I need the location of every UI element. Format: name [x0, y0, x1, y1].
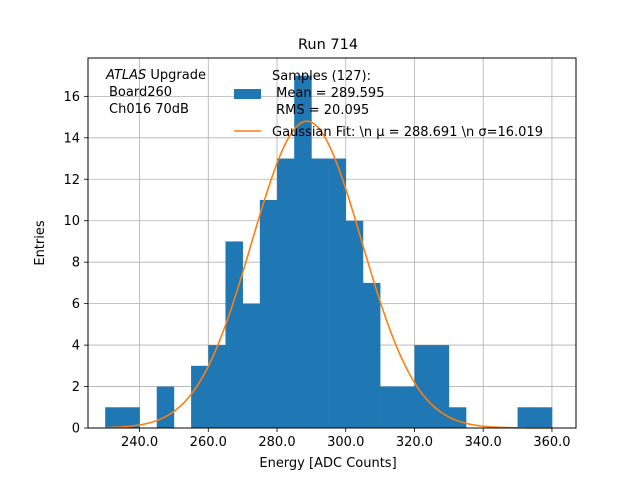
y-tick-label: 10: [63, 214, 80, 229]
histogram-bar: [414, 345, 432, 428]
histogram-bar: [517, 407, 536, 428]
legend-samples-line-3: RMS = 20.095: [272, 103, 369, 118]
histogram-bar: [225, 241, 243, 428]
fit-curve-layer: [105, 120, 552, 429]
histogram-bar: [328, 158, 347, 428]
histogram-bar: [311, 158, 329, 428]
histogram-bar: [156, 386, 175, 428]
histogram-bar: [208, 345, 226, 428]
histogram-bar: [345, 220, 364, 428]
x-tick-label: 260.0: [190, 435, 227, 450]
gaussian-fit-curve: [105, 120, 552, 429]
annotation-line-2: Board260: [109, 85, 172, 100]
upgrade-label: Upgrade: [146, 68, 206, 83]
x-tick-label: 340.0: [465, 435, 502, 450]
histogram-bar: [362, 282, 381, 428]
histogram-bar: [277, 158, 295, 428]
histogram-bar: [380, 386, 398, 428]
y-tick-label: 2: [72, 380, 80, 395]
histogram-bar: [294, 75, 312, 428]
annotation-line-3: Ch016 70dB: [109, 102, 189, 117]
y-tick-label: 0: [72, 422, 80, 437]
legend-samples-line-2: Mean = 289.595: [272, 86, 384, 101]
y-axis-label: Entries: [33, 220, 48, 266]
y-tick-label: 4: [72, 339, 80, 354]
atlas-label: ATLAS: [105, 68, 146, 83]
x-tick-label: 240.0: [121, 435, 158, 450]
y-tick-label: 14: [63, 131, 80, 146]
histogram-bar: [534, 407, 553, 428]
y-tick-label: 8: [72, 256, 80, 271]
legend: Samples (127): Mean = 289.595 RMS = 20.0…: [234, 69, 543, 140]
y-tick-label: 16: [63, 90, 80, 105]
x-axis-label: Energy [ADC Counts]: [259, 456, 396, 471]
x-tick-label: 300.0: [327, 435, 364, 450]
y-tick-label: 12: [63, 173, 80, 188]
histogram-bars: [105, 75, 553, 428]
annotation-line-1: ATLAS Upgrade: [105, 68, 206, 83]
legend-fit-label: Gaussian Fit: \n μ = 288.691 \n σ=16.019: [272, 125, 543, 140]
chart-title: Run 714: [298, 37, 358, 53]
histogram-bar: [259, 199, 278, 428]
histogram-bar: [431, 345, 450, 428]
legend-samples-swatch: [234, 89, 261, 99]
plot-frame: [87, 57, 577, 429]
y-tick-label: 6: [72, 297, 80, 312]
x-tick-label: 280.0: [258, 435, 295, 450]
histogram-bar: [122, 407, 140, 428]
histogram-bar: [397, 386, 415, 428]
atlas-annotation: ATLAS Upgrade Board260 Ch016 70dB: [105, 68, 206, 117]
histogram-bar: [105, 407, 123, 428]
x-tick-label: 360.0: [533, 435, 570, 450]
axis-ticks: 240.0 260.0 280.0 300.0 320.0 340.0 360.0 0 2 4 6 8…: [63, 90, 570, 450]
histogram-bar: [242, 303, 261, 428]
legend-samples-line-1: Samples (127):: [272, 69, 371, 84]
x-tick-label: 320.0: [396, 435, 433, 450]
histogram-bar: [191, 365, 209, 428]
